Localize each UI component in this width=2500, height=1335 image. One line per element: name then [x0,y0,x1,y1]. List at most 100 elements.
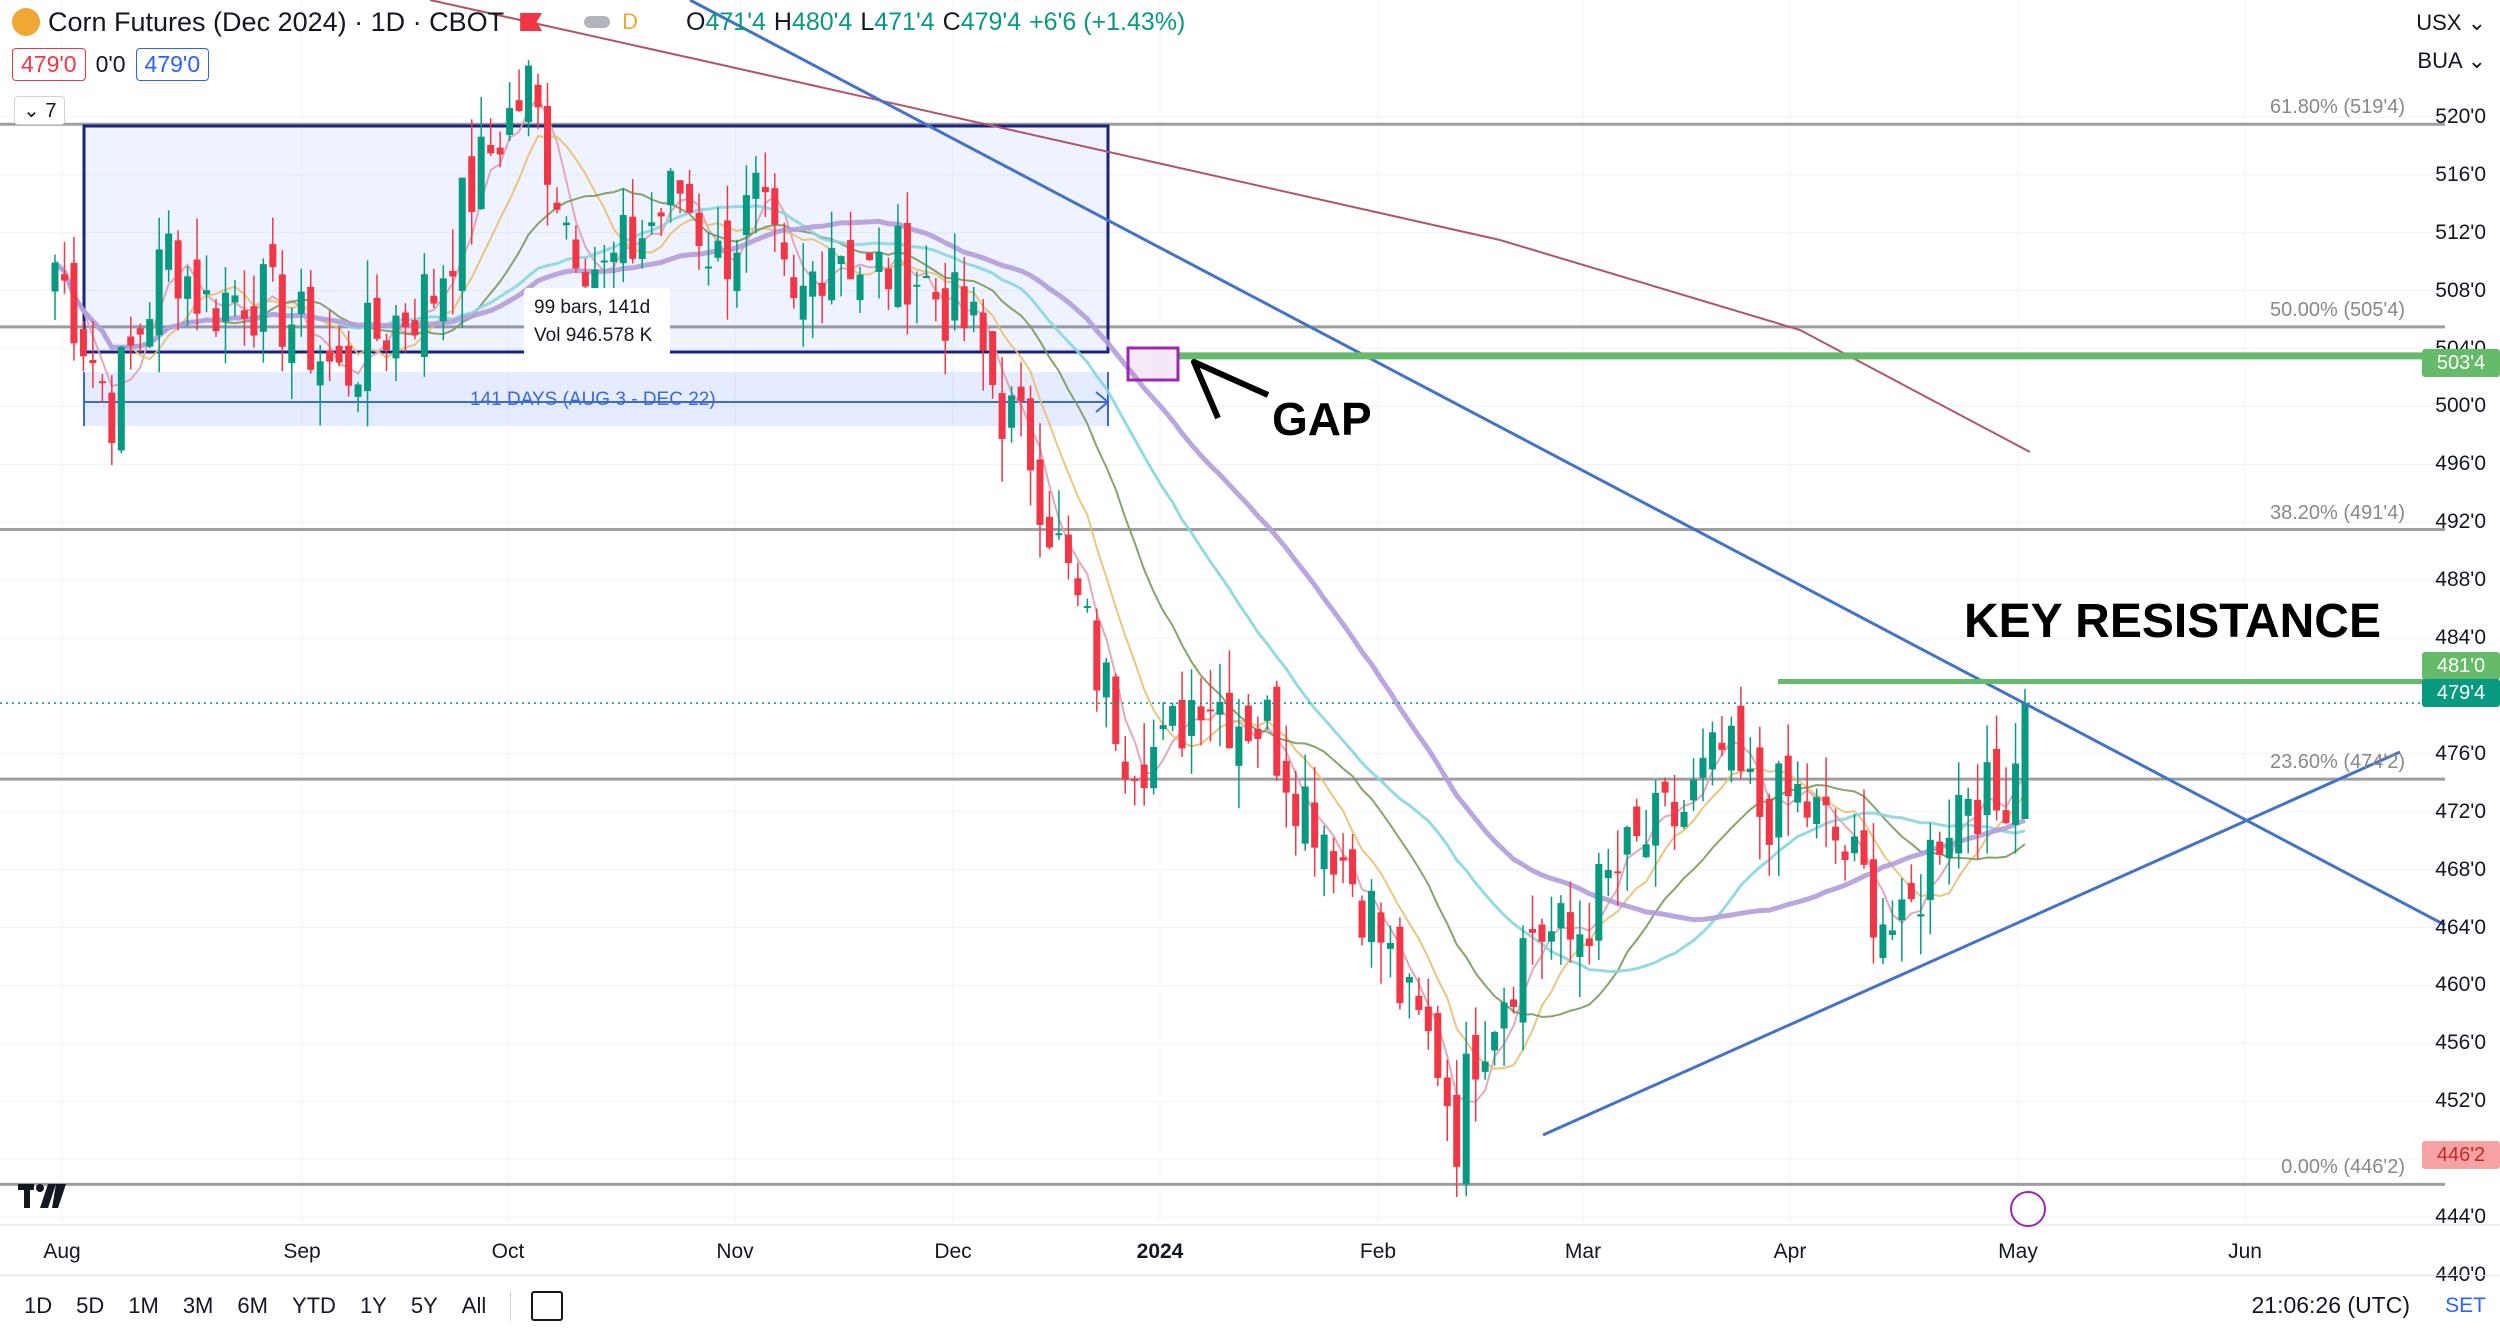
candle-body [51,262,59,292]
candle-body [562,222,570,226]
candle-body [136,328,144,335]
candle-body [1765,798,1773,845]
buy-button[interactable]: 479'0 [135,48,210,81]
candle-body [449,270,457,277]
candle-body [1746,768,1754,773]
candle-body [1888,930,1896,935]
candle-body [1557,903,1565,929]
drawing-overlays [0,0,2446,1137]
candle-body [894,225,902,307]
candle-body [420,274,428,357]
price-tag: 446'2 [2422,1141,2500,1169]
arrow-icon [1191,359,1270,420]
time-axis-label: Jun [2228,1240,2262,1263]
candle-body [373,297,381,339]
candle-body [1206,709,1214,712]
timeframe-button[interactable]: YTD [291,1292,336,1318]
candle-body [1396,926,1404,1004]
price-axis-label: 440'0 [2435,1262,2486,1286]
price-axis-label: 472'0 [2435,799,2486,823]
toolbar-divider [510,1290,512,1321]
close-label: C [942,7,961,36]
fib-level-label: 23.60% (474'2) [2269,751,2405,774]
timeframe-button[interactable]: 1Y [359,1292,387,1318]
timeframe-button[interactable]: 5Y [410,1292,438,1318]
candle-body [1188,700,1196,736]
candle-body [591,269,599,289]
timeframe-button[interactable]: All [461,1292,487,1318]
candle-body [382,340,390,351]
calendar-icon[interactable] [531,1290,564,1321]
timeframe-button[interactable]: 1M [128,1292,159,1318]
candle-body [506,108,514,135]
clock-display[interactable]: 21:06:26 (UTC) [2251,1292,2410,1318]
candle-body [515,100,523,112]
moving-average-line [54,135,2026,1070]
change-value: +6'6 (+1.43%) [1029,7,1186,36]
candle-body [1661,781,1669,793]
candle-body [1093,620,1101,691]
candle-body [1415,995,1423,1011]
candle-body [212,308,220,332]
tradingview-logo-icon[interactable] [18,1182,68,1210]
time-axis-label: Nov [716,1240,754,1263]
candle-body [525,65,533,123]
gap-box [1126,346,1180,382]
timeframe-button[interactable]: 6M [237,1292,268,1318]
candle-body [1377,912,1385,943]
candle-body [875,251,883,272]
price-axis-label: 444'0 [2435,1205,2486,1228]
range-days-label: 141 DAYS (AUG 3 - DEC 22) [470,389,716,410]
candle-body [411,320,419,336]
candle-body [174,240,182,299]
candle-body [761,187,769,193]
indicator-legend-toggle[interactable]: ⌄ 7 [14,96,66,125]
candle-body [1604,870,1612,879]
chevron-down-icon: ⌄ [2467,10,2486,35]
candle-body [1680,811,1688,827]
set-button[interactable]: SET [2445,1293,2486,1317]
candle-body [1993,748,2001,811]
currency-select[interactable]: USX ⌄ [2416,10,2486,35]
candle-body [1159,725,1167,730]
lightning-icon[interactable] [2010,1191,2046,1227]
candle-body [1547,931,1555,942]
range-info-box: 99 bars, 141d Vol 946.578 K [524,288,670,356]
candle-body [1917,914,1925,917]
symbol-title[interactable]: Corn Futures (Dec 2024) · 1D · CBOT [48,6,505,37]
candle-body [203,290,211,295]
sell-button[interactable]: 479'0 [12,48,86,81]
candle-body [809,271,817,297]
toggle-icon[interactable] [584,16,611,28]
flag-icon[interactable] [520,13,543,31]
candle-body [979,312,987,351]
candle-body [1718,742,1726,750]
chevron-down-icon: ⌄ [2467,48,2486,73]
candle-body [221,292,229,322]
candle-body [1851,836,1859,854]
candle-body [364,302,372,392]
descending-trendline [689,0,2446,927]
candle-body [951,272,959,321]
candle-body [1244,705,1252,742]
candle-body [1481,1061,1489,1072]
price-axis-label: 520'0 [2435,105,2486,128]
candle-body [392,315,400,359]
chevron-down-icon: ⌄ [23,100,40,122]
candle-body [70,262,78,344]
price-axis-label: 456'0 [2435,1031,2486,1055]
timeframe-button[interactable]: 5D [76,1292,105,1318]
timeframe-button[interactable]: 1D [24,1292,53,1318]
timeframe-button[interactable]: 3M [182,1292,214,1318]
candle-body [1652,792,1660,846]
candle-body [1898,899,1906,921]
candle-body [1386,942,1394,949]
candle-body [307,286,315,370]
candle-body [1860,830,1868,865]
unit-select[interactable]: BUA ⌄ [2417,48,2486,73]
candle-body [1434,1012,1442,1078]
candle-body [705,266,713,269]
candle-body [1945,837,1953,859]
time-axis-label: May [1998,1240,2038,1263]
